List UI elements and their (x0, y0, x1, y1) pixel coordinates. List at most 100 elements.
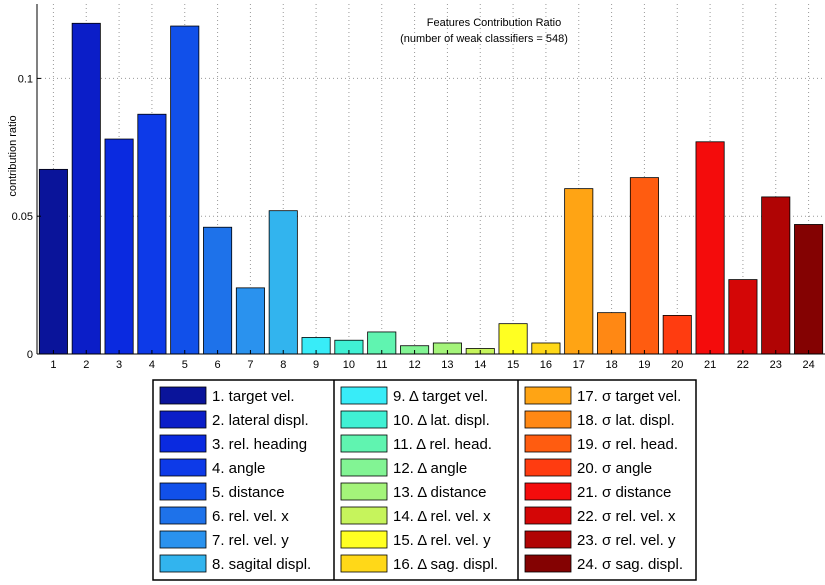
legend-label: 20. σ angle (577, 460, 652, 477)
legend-swatch (159, 530, 207, 549)
y-tick-label: 0.05 (12, 211, 33, 223)
legend-swatch (524, 434, 572, 453)
legend-label: 6. rel. vel. x (212, 508, 289, 525)
x-tick-label: 11 (376, 359, 387, 371)
y-axis-label: contribution ratio (7, 115, 19, 196)
x-tick-label: 4 (149, 359, 155, 371)
legend-swatch (340, 554, 388, 573)
legend-swatch (524, 482, 572, 501)
bar-5 (170, 25, 200, 355)
x-tick-label: 15 (507, 359, 519, 371)
x-tick-label: 24 (802, 359, 814, 371)
legend-label: 14. Δ rel. vel. x (393, 508, 491, 525)
legend-label: 15. Δ rel. vel. y (393, 532, 491, 549)
legend-swatch (340, 410, 388, 429)
bar-15 (498, 323, 528, 355)
bar-6 (203, 226, 233, 355)
bar-17 (564, 188, 594, 355)
bars-layer (38, 22, 824, 355)
legend-label: 22. σ rel. vel. x (577, 508, 676, 525)
legend-swatch (159, 506, 207, 525)
grid-layer (37, 4, 825, 354)
bar-7 (235, 287, 265, 355)
legend-swatch (340, 434, 388, 453)
legend: 1. target vel. 2. lateral displ. 3. rel. h… (152, 379, 697, 581)
legend-swatch (340, 386, 388, 405)
x-tick-label: 23 (770, 359, 782, 371)
legend-label: 1. target vel. (212, 388, 295, 405)
x-tick-label: 21 (704, 359, 716, 371)
legend-swatch (340, 458, 388, 477)
x-tick-label: 16 (540, 359, 552, 371)
bar-1 (38, 168, 68, 355)
bar-4 (137, 113, 167, 355)
legend-label: 21. σ distance (577, 484, 671, 501)
legend-label: 11. Δ rel. head. (393, 436, 492, 453)
legend-label: 2. lateral displ. (212, 412, 309, 429)
y-tick-label: 0 (27, 349, 33, 361)
x-tick-label: 7 (247, 359, 253, 371)
bar-20 (662, 315, 692, 355)
legend-swatch (159, 482, 207, 501)
bar-2 (71, 22, 101, 355)
legend-label: 18. σ lat. displ. (577, 412, 675, 429)
x-tick-label: 5 (182, 359, 188, 371)
legend-label: 16. Δ sag. displ. (393, 556, 498, 573)
bar-23 (761, 196, 791, 355)
axes-layer: 1 2 3 4 5 6 7 8 9 10 11 12 13 14 15 16 17 18 19 20 21 22 23 240… (12, 4, 825, 371)
x-tick-label: 17 (573, 359, 585, 371)
legend-swatch (340, 482, 388, 501)
x-tick-label: 20 (671, 359, 683, 371)
legend-label: 10. Δ lat. displ. (393, 412, 490, 429)
legend-swatch (524, 530, 572, 549)
legend-label: 3. rel. heading (212, 436, 307, 453)
y-tick-label: 0.1 (18, 73, 33, 85)
bar-18 (597, 312, 627, 355)
legend-label: 7. rel. vel. y (212, 532, 289, 549)
chart-subtitle: (number of weak classifiers = 548) (400, 33, 568, 45)
legend-swatch (524, 554, 572, 573)
legend-label: 12. Δ angle (393, 460, 467, 477)
bar-3 (104, 138, 134, 355)
bar-19 (629, 177, 659, 355)
bar-22 (728, 279, 758, 355)
chart-title: Features Contribution Ratio (427, 17, 562, 29)
legend-label: 24. σ sag. displ. (577, 556, 683, 573)
x-tick-label: 1 (50, 359, 56, 371)
legend-swatch (159, 458, 207, 477)
legend-label: 13. Δ distance (393, 484, 486, 501)
legend-label: 17. σ target vel. (577, 388, 681, 405)
x-tick-label: 12 (408, 359, 420, 371)
legend-box (152, 379, 697, 581)
x-tick-label: 19 (638, 359, 650, 371)
x-tick-label: 10 (343, 359, 355, 371)
legend-swatch (159, 386, 207, 405)
legend-swatch (340, 506, 388, 525)
legend-swatch (159, 554, 207, 573)
legend-swatch (159, 434, 207, 453)
x-tick-label: 6 (215, 359, 221, 371)
legend-swatch (340, 530, 388, 549)
x-tick-label: 3 (116, 359, 122, 371)
legend-swatch (524, 506, 572, 525)
legend-swatch (524, 386, 572, 405)
legend-swatch (524, 410, 572, 429)
x-tick-label: 18 (605, 359, 617, 371)
x-tick-label: 22 (737, 359, 749, 371)
x-tick-label: 2 (83, 359, 89, 371)
x-tick-label: 14 (474, 359, 486, 371)
legend-swatch (524, 458, 572, 477)
legend-swatch (159, 410, 207, 429)
legend-label: 19. σ rel. head. (577, 436, 678, 453)
legend-label: 9. Δ target vel. (393, 388, 488, 405)
x-tick-label: 13 (441, 359, 453, 371)
x-tick-label: 8 (280, 359, 286, 371)
x-tick-label: 9 (313, 359, 319, 371)
bar-21 (695, 141, 725, 355)
bar-8 (268, 210, 298, 355)
legend-label: 8. sagital displ. (212, 556, 311, 573)
bar-24 (794, 224, 824, 355)
legend-label: 5. distance (212, 484, 285, 501)
legend-label: 23. σ rel. vel. y (577, 532, 676, 549)
